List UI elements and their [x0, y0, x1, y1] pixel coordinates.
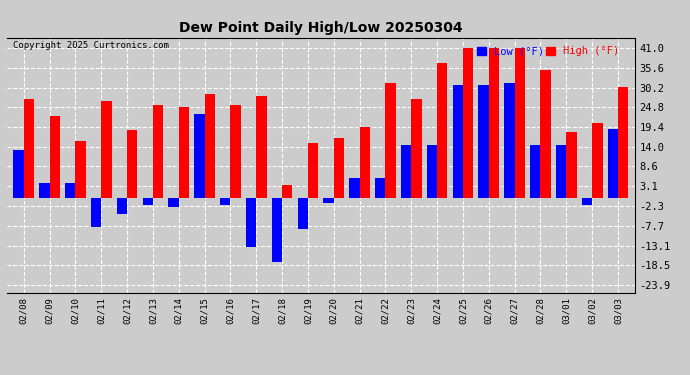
Bar: [143, 198, 153, 205]
Legend: Low (°F), High (°F): Low (°F), High (°F): [476, 45, 620, 57]
Bar: [463, 48, 473, 198]
Title: Dew Point Daily High/Low 20250304: Dew Point Daily High/Low 20250304: [179, 21, 463, 35]
Bar: [401, 145, 411, 198]
Bar: [592, 123, 602, 198]
Bar: [334, 138, 344, 198]
Bar: [282, 185, 293, 198]
Bar: [246, 198, 256, 247]
Bar: [515, 48, 525, 198]
Bar: [427, 145, 437, 198]
Bar: [75, 141, 86, 198]
Bar: [566, 132, 577, 198]
Bar: [153, 105, 164, 198]
Bar: [411, 99, 422, 198]
Bar: [127, 130, 137, 198]
Bar: [582, 198, 592, 205]
Bar: [386, 83, 396, 198]
Bar: [478, 85, 489, 198]
Bar: [13, 150, 23, 198]
Bar: [195, 114, 204, 198]
Bar: [230, 105, 241, 198]
Text: Copyright 2025 Curtronics.com: Copyright 2025 Curtronics.com: [13, 41, 169, 50]
Bar: [349, 178, 359, 198]
Bar: [256, 96, 266, 198]
Bar: [324, 198, 334, 203]
Bar: [618, 87, 629, 198]
Bar: [437, 63, 447, 198]
Bar: [540, 70, 551, 198]
Bar: [489, 48, 499, 198]
Bar: [297, 198, 308, 229]
Bar: [204, 94, 215, 198]
Bar: [101, 101, 112, 198]
Bar: [179, 107, 189, 198]
Bar: [453, 85, 463, 198]
Bar: [608, 129, 618, 198]
Bar: [530, 145, 540, 198]
Bar: [50, 116, 60, 198]
Bar: [308, 143, 318, 198]
Bar: [504, 83, 515, 198]
Bar: [91, 198, 101, 227]
Bar: [359, 127, 370, 198]
Bar: [556, 145, 566, 198]
Bar: [220, 198, 230, 205]
Bar: [117, 198, 127, 214]
Bar: [168, 198, 179, 207]
Bar: [23, 99, 34, 198]
Bar: [39, 183, 50, 198]
Bar: [65, 183, 75, 198]
Bar: [272, 198, 282, 261]
Bar: [375, 178, 386, 198]
